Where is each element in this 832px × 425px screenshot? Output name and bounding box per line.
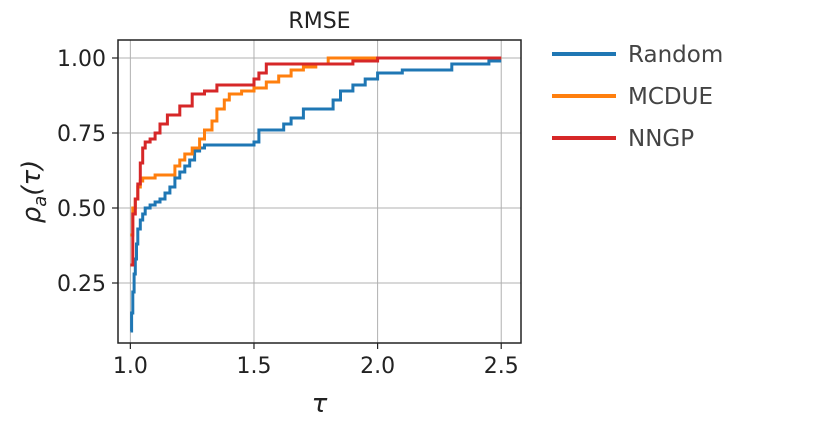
- y-tick-label: 0.75: [57, 122, 106, 147]
- legend-label-mcdue: MCDUE: [628, 84, 713, 110]
- series-line-nngp: [130, 56, 502, 267]
- y-tick-label: 1.00: [57, 47, 106, 72]
- x-tick-label: 2.5: [484, 354, 519, 379]
- grid: [118, 40, 521, 343]
- legend-label-random: Random: [628, 42, 723, 68]
- x-tick-label: 1.5: [236, 354, 271, 379]
- axis-ticks: 1.0 1.5 2.0 2.5 0.25 0.50 0.75 1.00: [57, 47, 519, 379]
- series-lines: [130, 56, 502, 333]
- y-axis-title: ρa(τ): [17, 160, 51, 224]
- legend-label-nngp: NNGP: [628, 126, 694, 152]
- legend: Random MCDUE NNGP: [552, 42, 723, 152]
- y-tick-label: 0.25: [57, 272, 106, 297]
- x-tick-label: 1.0: [113, 354, 148, 379]
- x-tick-label: 2.0: [360, 354, 395, 379]
- x-axis-title: τ: [312, 389, 328, 419]
- series-line-random: [130, 59, 502, 333]
- y-tick-label: 0.50: [57, 197, 106, 222]
- plot-frame: [117, 39, 522, 344]
- chart-title: RMSE: [288, 9, 350, 34]
- series-line-mcdue: [130, 56, 502, 237]
